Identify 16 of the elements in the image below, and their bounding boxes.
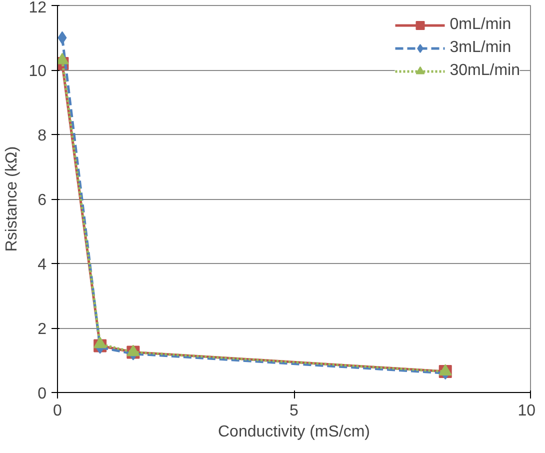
point [58,31,67,44]
legend-label: 3mL/min [450,39,512,57]
x-tick-label: 5 [290,402,299,420]
legend-label: 30mL/min [450,62,520,80]
y-axis-title: Rsistance (kΩ) [4,146,21,252]
x-axis-title: Conductivity (mS/cm) [218,424,370,440]
legend-label: 0mL/min [450,16,512,34]
y-tick-label: 12 [28,0,47,16]
y-tick-label: 0 [38,386,47,402]
y-tick-label: 2 [38,321,47,338]
y-tick-label: 10 [28,63,47,80]
y-tick-label: 8 [38,128,47,144]
x-tick-label: 10 [518,402,536,420]
y-tick-label: 4 [38,256,47,274]
x-tick-label: 0 [53,402,62,420]
y-tick-label: 6 [38,192,47,209]
